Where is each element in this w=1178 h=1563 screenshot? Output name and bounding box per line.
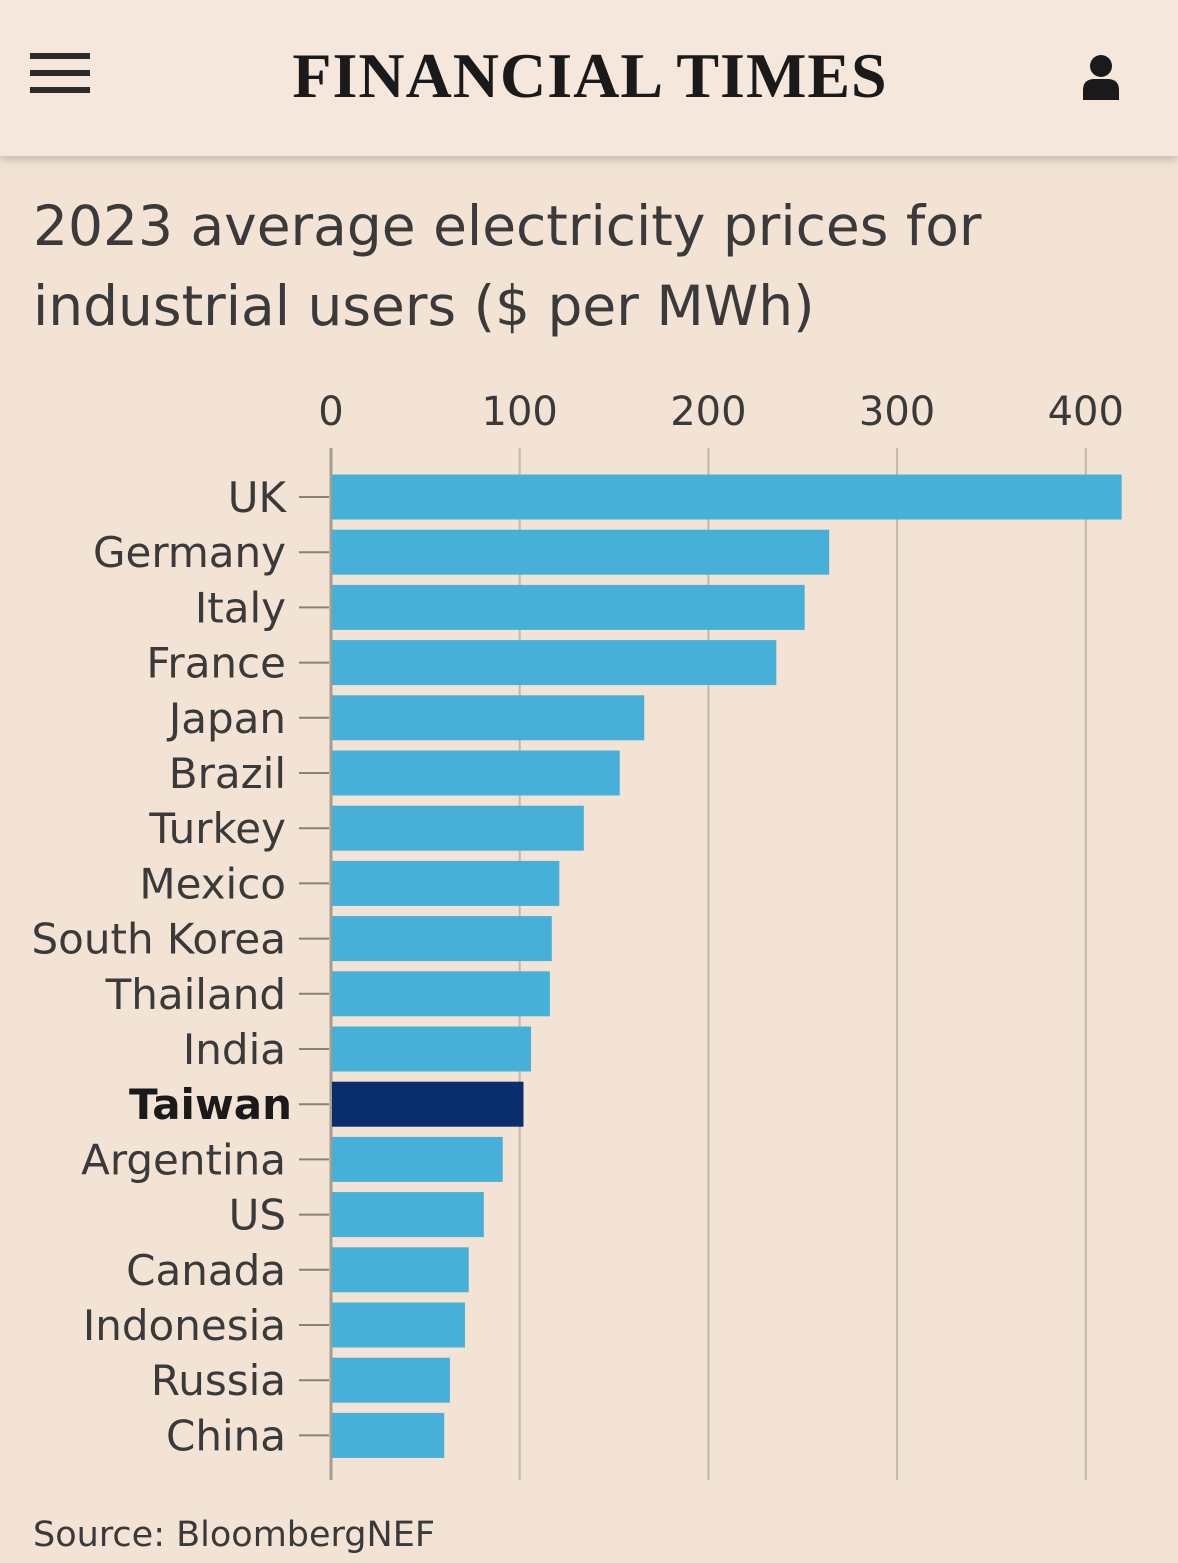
- bar-uk: [332, 474, 1122, 520]
- y-category-label-france: France: [146, 639, 286, 688]
- y-category-label-argentina: Argentina: [81, 1135, 286, 1184]
- y-category-label-south-korea: South Korea: [32, 915, 286, 964]
- bar-taiwan: [332, 1081, 524, 1127]
- bar-germany: [332, 529, 830, 575]
- chart-title: 2023 average electricity prices for indu…: [33, 186, 1033, 346]
- x-tick-label-100: 100: [482, 389, 558, 435]
- source-note: Source: BloombergNEF: [33, 1515, 435, 1555]
- y-category-label-china: China: [166, 1411, 286, 1460]
- y-category-label-brazil: Brazil: [169, 749, 286, 798]
- x-tick-label-200: 200: [670, 389, 746, 435]
- bar-thailand: [332, 971, 550, 1017]
- brand-logo[interactable]: FINANCIAL TIMES: [292, 40, 888, 111]
- x-tick-label-0: 0: [318, 389, 343, 435]
- bar-india: [332, 1026, 532, 1072]
- x-tick-label-300: 300: [859, 389, 935, 435]
- bar-argentina: [332, 1136, 503, 1182]
- bar-indonesia: [332, 1302, 465, 1348]
- y-category-label-turkey: Turkey: [148, 804, 286, 853]
- chart-title-line-2: industrial users ($ per MWh): [33, 274, 815, 338]
- y-category-label-indonesia: Indonesia: [83, 1301, 286, 1350]
- bar-us: [332, 1192, 484, 1238]
- bar-turkey: [332, 805, 584, 851]
- y-category-label-germany: Germany: [93, 528, 286, 577]
- bar-france: [332, 640, 777, 686]
- x-tick-label-400: 400: [1048, 389, 1124, 435]
- app-header: FINANCIAL TIMES: [0, 0, 1178, 157]
- bar-brazil: [332, 750, 620, 796]
- y-category-label-italy: Italy: [195, 583, 286, 632]
- y-category-label-japan: Japan: [166, 694, 286, 743]
- user-icon[interactable]: [1080, 52, 1122, 102]
- bar-chart: 0 100 200 300 400 UK Germany Italy France Japan Br…: [32, 389, 1124, 1480]
- chart-title-line-1: 2023 average electricity prices for: [33, 194, 982, 258]
- bar-russia: [332, 1357, 450, 1403]
- y-category-label-taiwan: Taiwan: [129, 1080, 292, 1129]
- bar-italy: [332, 584, 805, 630]
- y-category-label-us: US: [229, 1191, 286, 1240]
- hamburger-menu-icon[interactable]: [30, 53, 90, 97]
- y-category-label-russia: Russia: [151, 1356, 286, 1405]
- y-category-label-uk: UK: [228, 473, 288, 522]
- bar-china: [332, 1412, 445, 1458]
- bar-mexico: [332, 860, 560, 906]
- y-category-label-mexico: Mexico: [139, 859, 286, 908]
- bar-japan: [332, 695, 645, 741]
- y-category-label-india: India: [183, 1025, 286, 1074]
- bar-south-korea: [332, 916, 552, 962]
- y-category-label-thailand: Thailand: [105, 970, 286, 1019]
- bar-canada: [332, 1247, 469, 1293]
- y-category-label-canada: Canada: [126, 1246, 286, 1295]
